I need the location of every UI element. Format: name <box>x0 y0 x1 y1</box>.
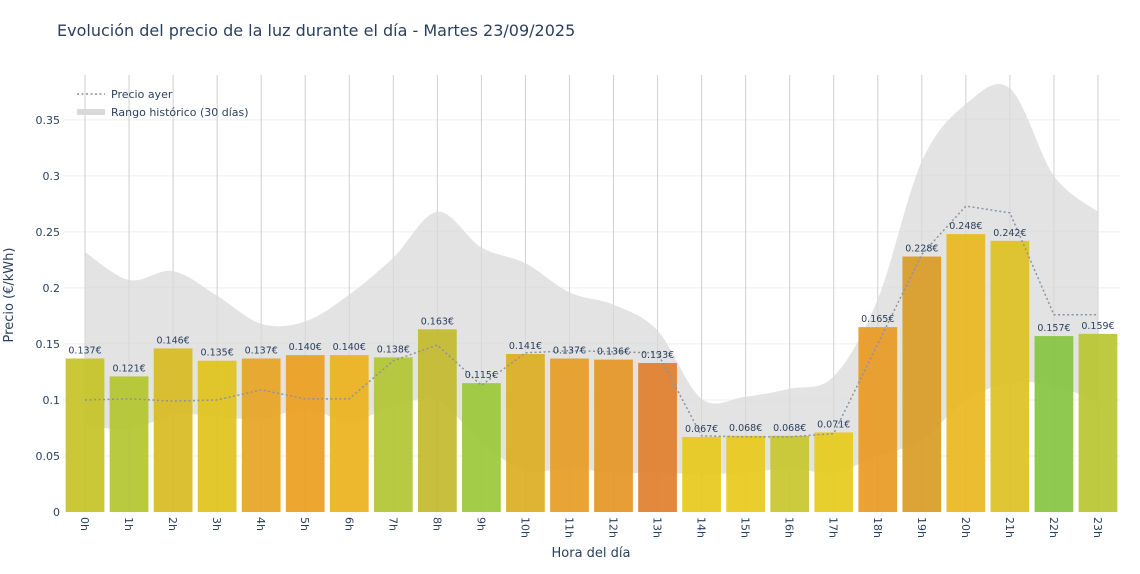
x-tick-label-20h: 20h <box>959 517 972 538</box>
bar-11h <box>550 358 589 512</box>
bar-4h <box>241 358 281 512</box>
y-tick-label: 0 <box>53 506 60 519</box>
bar-label-5h: 0.140€ <box>289 342 322 353</box>
bar-label-7h: 0.138€ <box>377 344 410 355</box>
y-tick-label: 0.3 <box>43 170 61 183</box>
x-tick-label-7h: 7h <box>386 517 399 531</box>
bar-label-16h: 0.068€ <box>773 423 806 434</box>
bar-23h <box>1078 333 1118 512</box>
bar-label-20h: 0.248€ <box>949 221 982 232</box>
x-tick-label-19h: 19h <box>915 517 928 538</box>
bar-14h <box>682 436 721 512</box>
bar-label-17h: 0.071€ <box>817 419 850 430</box>
legend-range-swatch <box>77 109 105 115</box>
bar-22h <box>1034 336 1074 512</box>
bar-label-8h: 0.163€ <box>421 316 454 327</box>
x-tick-label-13h: 13h <box>651 517 664 538</box>
bar-label-9h: 0.115€ <box>465 370 498 381</box>
legend-yesterday-label: Precio ayer <box>111 88 173 101</box>
bar-label-19h: 0.228€ <box>905 244 938 255</box>
yesterday-price-line <box>85 205 1098 438</box>
x-tick-label-22h: 22h <box>1047 517 1060 538</box>
x-axis-title: Hora del día <box>552 546 631 561</box>
x-tick-label-2h: 2h <box>166 517 179 531</box>
bars-layer <box>65 234 1118 513</box>
bar-label-15h: 0.068€ <box>729 423 762 434</box>
bar-label-6h: 0.140€ <box>333 342 366 353</box>
bar-7h <box>373 357 413 512</box>
bar-label-18h: 0.165€ <box>861 314 894 325</box>
bar-18h <box>858 327 898 512</box>
bar-labels-layer: 0.137€ 0.121€ 0.146€ 0.135€ 0.137€ 0.140€ 0.14… <box>68 221 1114 435</box>
x-tick-label-21h: 21h <box>1003 517 1016 538</box>
y-tick-label: 0.1 <box>43 394 61 407</box>
bar-label-3h: 0.135€ <box>201 348 234 359</box>
bar-label-22h: 0.157€ <box>1037 323 1070 334</box>
legend: Precio ayer Rango histórico (30 días) <box>77 88 249 119</box>
x-tick-label-16h: 16h <box>783 517 796 538</box>
axes-layer: 0 0.05 0.1 0.15 0.2 0.25 0.3 0.35 0h 1h 2h 3h 4h 5h 6h… <box>36 114 1104 538</box>
x-tick-label-15h: 15h <box>739 517 752 538</box>
bar-6h <box>329 355 369 512</box>
y-tick-label: 0.25 <box>36 226 61 239</box>
historical-range-layer <box>85 84 1098 474</box>
bar-19h <box>902 256 942 512</box>
bar-label-10h: 0.141€ <box>509 341 542 352</box>
bar-12h <box>594 359 633 512</box>
bar-16h <box>770 435 810 512</box>
x-tick-label-5h: 5h <box>298 517 311 531</box>
bar-label-23h: 0.159€ <box>1081 321 1114 332</box>
y-tick-label: 0.35 <box>36 114 61 127</box>
bar-1h <box>109 376 149 512</box>
bar-label-0h: 0.137€ <box>68 345 101 356</box>
x-tick-label-0h: 0h <box>78 517 91 531</box>
y-axis-title: Precio (€/kWh) <box>2 248 17 343</box>
x-tick-label-12h: 12h <box>607 517 620 538</box>
bar-21h <box>990 240 1030 513</box>
x-tick-label-6h: 6h <box>342 517 355 531</box>
y-tick-label: 0.2 <box>43 282 61 295</box>
x-tick-label-4h: 4h <box>254 517 267 531</box>
bar-label-2h: 0.146€ <box>156 335 189 346</box>
yesterday-line-layer <box>85 205 1098 438</box>
bar-label-14h: 0.067€ <box>685 424 718 435</box>
bar-20h <box>946 234 986 512</box>
x-tick-label-11h: 11h <box>562 517 575 538</box>
historical-range-band <box>85 84 1098 474</box>
bar-label-1h: 0.121€ <box>112 363 145 374</box>
bar-label-13h: 0.133€ <box>641 350 674 361</box>
x-tick-label-17h: 17h <box>827 517 840 538</box>
chart-title: Evolución del precio de la luz durante e… <box>57 21 576 40</box>
bar-9h <box>462 383 501 512</box>
bar-17h <box>814 432 854 512</box>
x-tick-label-23h: 23h <box>1091 517 1104 538</box>
y-tick-label: 0.05 <box>36 450 61 463</box>
bar-15h <box>726 435 766 512</box>
bar-label-4h: 0.137€ <box>245 345 278 356</box>
bar-2h <box>153 348 193 512</box>
x-tick-label-10h: 10h <box>518 517 531 538</box>
y-tick-label: 0.15 <box>36 338 61 351</box>
x-tick-label-8h: 8h <box>430 517 443 531</box>
bar-label-11h: 0.137€ <box>553 345 586 356</box>
x-tick-label-14h: 14h <box>695 517 708 538</box>
bar-10h <box>506 354 545 512</box>
x-tick-label-1h: 1h <box>122 517 135 531</box>
bar-13h <box>638 362 677 512</box>
bar-label-12h: 0.136€ <box>597 347 630 358</box>
legend-range-label: Rango histórico (30 días) <box>111 106 249 119</box>
x-tick-label-9h: 9h <box>474 517 487 531</box>
x-tick-label-18h: 18h <box>871 517 884 538</box>
bar-8h <box>417 329 457 512</box>
bar-3h <box>197 360 237 512</box>
x-tick-label-3h: 3h <box>210 517 223 531</box>
bar-label-21h: 0.242€ <box>993 228 1026 239</box>
bar-5h <box>285 355 325 512</box>
bar-0h <box>65 358 105 512</box>
